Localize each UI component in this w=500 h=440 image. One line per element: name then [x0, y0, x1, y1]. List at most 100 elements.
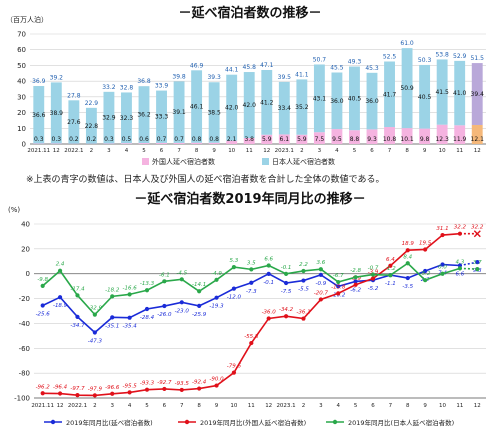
data-label-total: -25.9 [192, 312, 207, 318]
total-value-label: 50.7 [313, 56, 327, 63]
legend-label-total: 2019年同月比(延べ宿泊者数) [66, 418, 153, 427]
legend-label-foreign: 外国人延べ宿泊者数 [152, 157, 215, 166]
data-point-japanese [57, 268, 63, 273]
x-tick-label: 5 [145, 403, 149, 409]
data-point-total [40, 303, 45, 308]
data-label-foreign: -92.4 [192, 380, 207, 386]
data-point-total [249, 280, 254, 285]
x-tick-label: 2022.1 [64, 148, 83, 154]
y-tick-label: 20 [21, 245, 30, 253]
foreign-value-label: 0.7 [174, 136, 184, 143]
data-label-foreign: -36.0 [262, 309, 277, 315]
data-point-japanese [214, 277, 219, 282]
data-point-foreign [75, 393, 80, 398]
data-label-total: -47.3 [88, 339, 103, 345]
japanese-value-label: 38.5 [207, 109, 221, 116]
data-label-japanese: -1.2 [385, 266, 396, 272]
legend-marker-japanese [332, 419, 338, 425]
data-point-total [283, 280, 289, 286]
data-point-total [127, 315, 132, 320]
x-tick-label: 10 [230, 403, 237, 409]
data-label-total: -6.2 [350, 287, 361, 293]
top-chart-title: －延べ宿泊者数の推移－ [178, 6, 322, 21]
data-point-japanese [92, 312, 97, 317]
japanese-value-label: 35.2 [295, 104, 309, 111]
total-value-label: 49.3 [348, 59, 362, 66]
data-point-japanese [388, 273, 393, 278]
x-tick-label: 12 [57, 403, 64, 409]
x-tick-label: 3 [110, 403, 114, 409]
data-label-foreign: -15.8 [331, 284, 346, 290]
data-point-foreign [457, 231, 463, 236]
data-label-foreign: 32.2 [471, 225, 484, 231]
japanese-value-label: 40.5 [348, 95, 362, 102]
data-point-japanese [440, 271, 445, 276]
x-tick-label: 8 [405, 148, 409, 154]
data-label-japanese: 0.0 [438, 265, 447, 271]
legend-swatch-japanese [262, 158, 269, 165]
data-label-japanese: -6.1 [159, 272, 170, 278]
data-point-japanese [353, 275, 358, 280]
bar-foreign [471, 124, 483, 144]
data-point-japanese [318, 267, 323, 272]
bar-foreign [278, 134, 290, 144]
y-tick-label: 40 [21, 221, 30, 229]
x-tick-label: 10 [228, 148, 235, 154]
total-value-label: 50.3 [418, 57, 432, 64]
data-point-foreign [266, 316, 271, 321]
total-value-label: 61.0 [400, 40, 414, 47]
data-point-japanese [423, 278, 428, 283]
x-tick-label: 8 [406, 403, 410, 409]
data-point-foreign [214, 383, 219, 388]
x-tick-label: 10 [439, 148, 446, 154]
japanese-value-label: 36.6 [32, 112, 46, 119]
data-point-foreign [127, 390, 132, 395]
data-label-foreign: -96.4 [53, 385, 68, 391]
x-tick-label: 4 [128, 403, 132, 409]
data-label-japanese: -0.1 [281, 265, 292, 271]
data-label-foreign: -90.0 [209, 377, 224, 383]
data-point-foreign [405, 248, 410, 253]
data-label-foreign: -55.8 [244, 334, 259, 340]
data-label-total: -25.6 [36, 312, 51, 318]
data-point-japanese [283, 271, 289, 276]
foreign-value-label: 0.3 [34, 136, 44, 143]
bar-japanese [121, 92, 132, 144]
data-label-japanese: -16.6 [122, 285, 137, 291]
legend-marker-total [50, 419, 56, 425]
data-label-total: -1.1 [385, 281, 396, 287]
legend-label-foreign: 2019年同月比(外国人延べ宿泊者数) [200, 418, 306, 427]
foreign-value-label: 10.1 [400, 136, 414, 143]
x-tick-label: 11 [248, 403, 255, 409]
x-tick-label: 3 [318, 148, 322, 154]
stacked-bar-chart: （百万人泊）0102030405060700.336.636.92021.110… [6, 15, 486, 166]
data-point-japanese [75, 293, 80, 298]
total-value-label: 39.3 [207, 74, 221, 81]
y-tick-label: -80 [19, 370, 30, 378]
data-label-japanese: 8.4 [403, 254, 412, 260]
data-point-japanese [144, 288, 150, 293]
x-tick-label: 2 [90, 148, 94, 154]
data-label-japanese: -32.9 [88, 306, 103, 312]
total-value-label: 36.9 [32, 78, 46, 85]
y-tick-label: 30 [17, 93, 26, 101]
x-tick-label: 12 [53, 148, 60, 154]
y-tick-label: -20 [19, 295, 30, 303]
x-tick-label: 6 [371, 403, 375, 409]
bar-foreign [313, 132, 325, 144]
x-tick-label: 9 [212, 148, 216, 154]
bar-foreign [454, 125, 466, 144]
data-label-japanese: -13.3 [140, 281, 155, 287]
bar-foreign [331, 129, 343, 144]
data-label-japanese: -9.8 [37, 277, 48, 283]
bar-foreign [419, 128, 431, 144]
x-tick-label: 11 [246, 148, 253, 154]
japanese-value-label: 41.5 [435, 89, 449, 96]
foreign-value-label: 11.9 [453, 136, 467, 143]
data-label-foreign: -96.2 [36, 384, 51, 390]
data-point-total [353, 279, 358, 284]
data-label-total: -26.0 [157, 312, 172, 318]
data-point-foreign [318, 297, 323, 302]
data-label-japanese: -4.9 [211, 271, 222, 277]
japanese-value-label: 41.2 [260, 99, 274, 106]
